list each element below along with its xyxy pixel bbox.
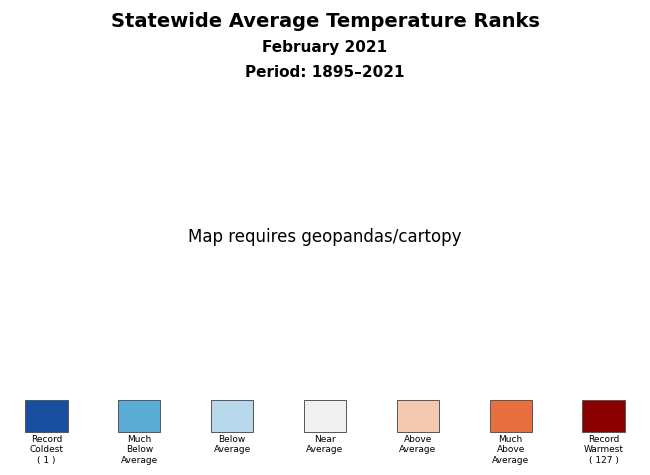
FancyBboxPatch shape bbox=[582, 400, 625, 432]
Text: Much
Above
Average: Much Above Average bbox=[492, 435, 529, 465]
FancyBboxPatch shape bbox=[118, 400, 161, 432]
FancyBboxPatch shape bbox=[304, 400, 346, 432]
FancyBboxPatch shape bbox=[489, 400, 532, 432]
Text: Above
Average: Above Average bbox=[399, 435, 437, 455]
Text: February 2021: February 2021 bbox=[263, 40, 387, 55]
Text: Below
Average: Below Average bbox=[213, 435, 251, 455]
Text: Statewide Average Temperature Ranks: Statewide Average Temperature Ranks bbox=[111, 12, 540, 31]
FancyBboxPatch shape bbox=[25, 400, 68, 432]
Text: Map requires geopandas/cartopy: Map requires geopandas/cartopy bbox=[188, 228, 462, 247]
Text: Record
Warmest
( 127 ): Record Warmest ( 127 ) bbox=[584, 435, 623, 465]
FancyBboxPatch shape bbox=[396, 400, 439, 432]
Text: Much
Below
Average: Much Below Average bbox=[121, 435, 158, 465]
Text: Record
Coldest
( 1 ): Record Coldest ( 1 ) bbox=[29, 435, 64, 465]
Text: Near
Average: Near Average bbox=[306, 435, 344, 455]
Text: Period: 1895–2021: Period: 1895–2021 bbox=[245, 65, 405, 80]
FancyBboxPatch shape bbox=[211, 400, 254, 432]
